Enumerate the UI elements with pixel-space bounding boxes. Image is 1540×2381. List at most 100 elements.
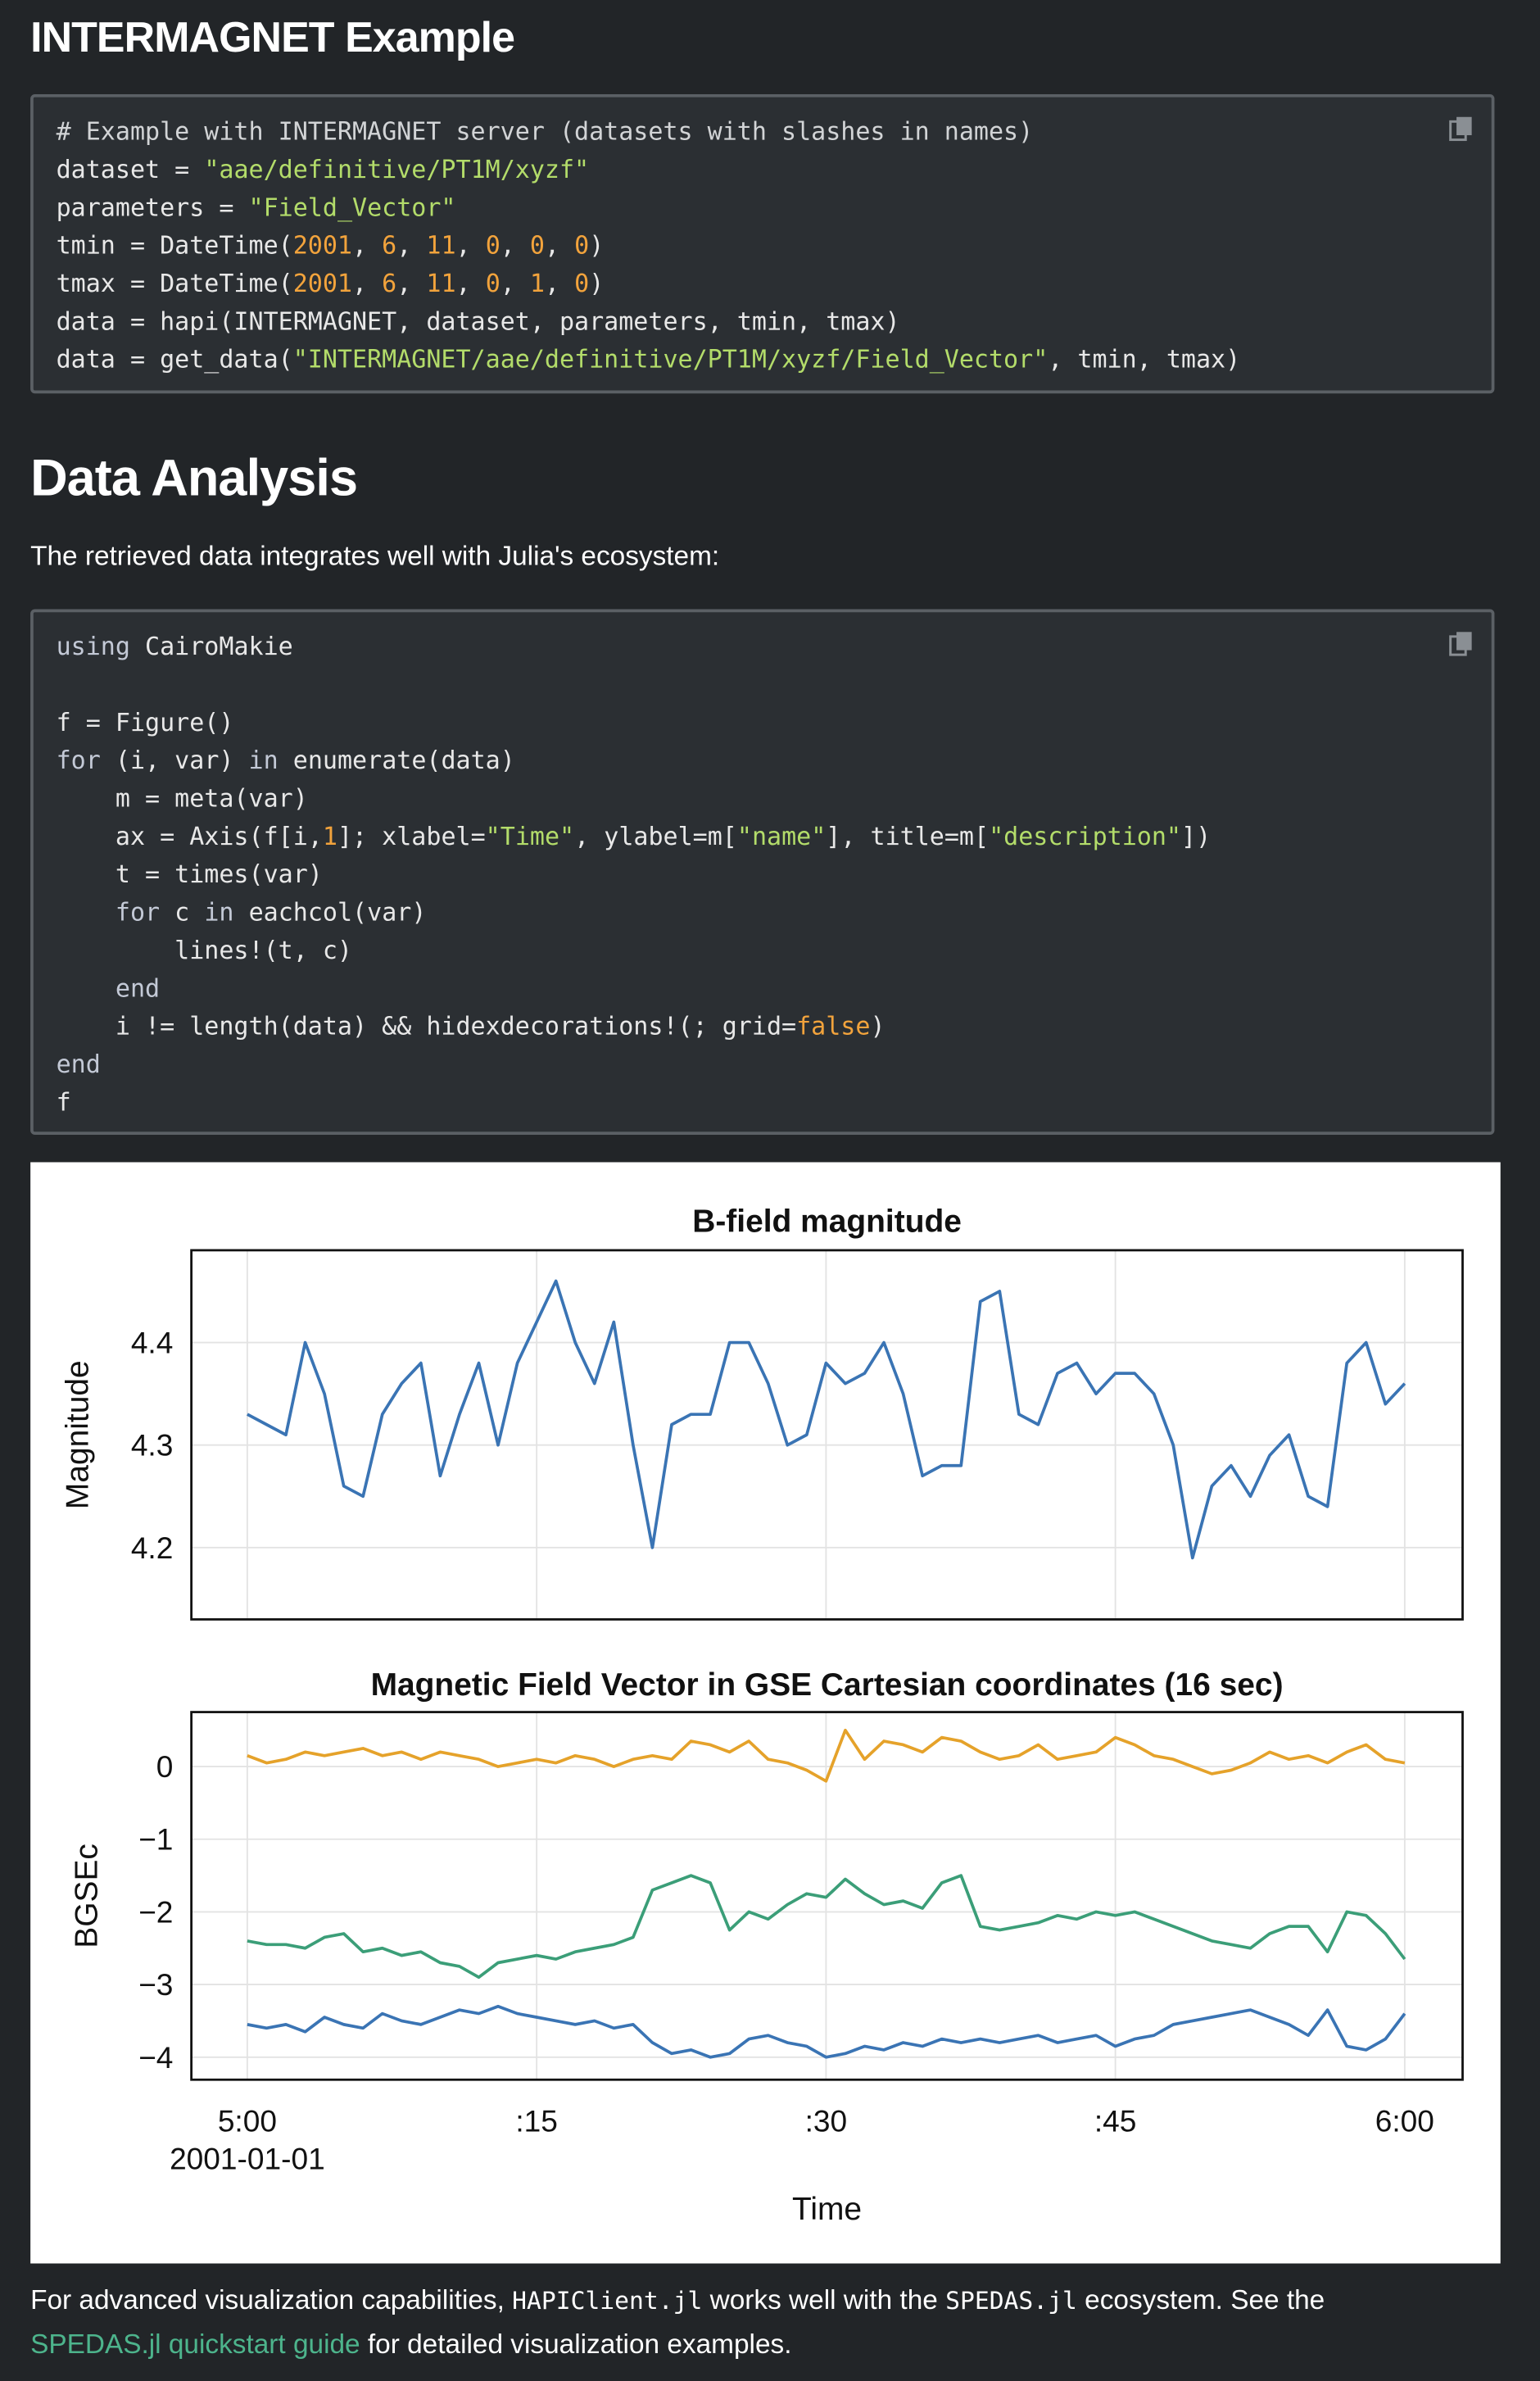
code-line: using CairoMakie (57, 628, 293, 665)
paragraph: The retrieved data integrates well with … (30, 541, 720, 572)
x-date-label: 2001-01-01 (170, 2142, 325, 2176)
chart-title: B-field magnitude (692, 1204, 962, 1240)
code-line: tmin = DateTime(2001, 6, 11, 0, 0, 0) (57, 226, 605, 264)
code-line: data = get_data("INTERMAGNET/aae/definit… (57, 340, 1241, 378)
y-tick-label: 0 (156, 1749, 174, 1784)
code-token: ) (589, 230, 605, 261)
copy-icon[interactable] (1449, 116, 1474, 143)
x-tick-label: 5:00 (218, 2103, 277, 2138)
code-line: f (57, 1083, 71, 1121)
code-token: 0 (574, 269, 590, 298)
code-line: for c in eachcol(var) (57, 893, 427, 931)
text: For advanced visualization capabilities, (30, 2284, 513, 2315)
code-token: dataset = (56, 155, 205, 184)
code-token: ax = Axis(f[i, (56, 822, 323, 851)
code-token: , (545, 269, 575, 298)
figure: 4.2 4.3 4.4 B-field magnitude Magnitude 0 −1 −2… (30, 1162, 1501, 2264)
code-token (57, 898, 116, 927)
code-token (57, 973, 116, 1002)
code-token: tmax = DateTime( (56, 269, 293, 298)
code-token: (i, var) (100, 746, 249, 775)
code-token: data = get_data( (56, 344, 293, 374)
code-token: , (455, 230, 486, 261)
link[interactable]: SPEDAS.jl quickstart guide (30, 2329, 360, 2360)
y-tick-label: −3 (138, 1967, 173, 2002)
code-token: ) (589, 269, 605, 298)
code-token: eachcol(var) (233, 897, 427, 927)
x-tick-label: :15 (515, 2103, 558, 2138)
data-line (247, 1874, 1406, 1980)
code-token: false (796, 1011, 871, 1041)
code-token: 0 (574, 230, 590, 261)
code-token: , (500, 269, 530, 298)
code-line: tmax = DateTime(2001, 6, 11, 0, 1, 0) (57, 265, 605, 302)
code-token: tmin = DateTime( (56, 230, 293, 261)
x-tick-label: 6:00 (1375, 2103, 1434, 2138)
data-line (247, 1728, 1406, 1783)
code-token: ], title=m[ (826, 822, 990, 851)
y-axis-label: Magnitude (61, 1360, 96, 1509)
code-token: 1 (529, 269, 546, 298)
x-tick-label: :30 (805, 2103, 848, 2138)
code-token: , (500, 230, 530, 261)
code-token: ) (870, 1011, 886, 1041)
y-tick-label: 4.4 (131, 1326, 174, 1360)
code-token: m = meta(var) (56, 783, 308, 813)
code-token: c (160, 897, 205, 927)
code-token: f (56, 1087, 71, 1117)
code-token: 6 (382, 230, 397, 261)
code-token: for (56, 746, 101, 775)
code-line: lines!(t, c) (57, 932, 352, 969)
plot-frame (190, 1711, 1464, 2081)
code-token: "Time" (485, 822, 575, 851)
code-line: i != length(data) && hidexdecorations!(;… (57, 1007, 886, 1045)
code-token: data = hapi(INTERMAGNET, dataset, parame… (56, 306, 900, 336)
code-token: ]) (1180, 822, 1212, 851)
code-token: "INTERMAGNET/aae/definitive/PT1M/xyzf/Fi… (292, 344, 1049, 374)
code-token: , tmin, tmax) (1048, 344, 1241, 374)
copy-icon[interactable] (1449, 630, 1474, 657)
code-token: "name" (736, 822, 827, 851)
code-token: 0 (529, 230, 546, 261)
code-line: # Example with INTERMAGNET server (datas… (57, 112, 1034, 150)
code-token: CairoMakie (129, 632, 293, 661)
code-line: for (i, var) in enumerate(data) (57, 742, 515, 779)
code-block: # Example with INTERMAGNET server (datas… (30, 93, 1495, 394)
code-token: end (115, 973, 161, 1003)
code-token: , (396, 230, 427, 261)
code-token: parameters = (56, 193, 249, 222)
heading: Data Analysis (30, 449, 358, 508)
inline-code: SPEDAS.jl (945, 2286, 1077, 2315)
code-token: i != length(data) && hidexdecorations!(;… (56, 1011, 797, 1041)
code-line: dataset = "aae/definitive/PT1M/xyzf" (57, 151, 590, 188)
code-token: in (248, 746, 279, 775)
x-tick-label: :45 (1094, 2103, 1137, 2138)
code-token: t = times(var) (56, 859, 323, 889)
code-token: 0 (485, 230, 500, 261)
code-token: 2001 (292, 269, 353, 298)
text: for detailed visualization examples. (360, 2329, 792, 2360)
code-line: parameters = "Field_Vector" (57, 188, 456, 226)
code-token: "aae/definitive/PT1M/xyzf" (204, 155, 590, 184)
code-token: in (204, 897, 234, 927)
y-tick-label: −1 (138, 1822, 173, 1857)
plot-frame (190, 1249, 1464, 1621)
code-token: 11 (426, 230, 456, 261)
code-token: using (56, 632, 130, 661)
y-tick-label: −4 (138, 2040, 173, 2075)
heading: INTERMAGNET Example (30, 13, 515, 61)
code-token: , (455, 269, 486, 298)
code-line: data = hapi(INTERMAGNET, dataset, parame… (57, 302, 900, 340)
data-line (247, 2004, 1406, 2059)
y-tick-label: −2 (138, 1894, 173, 1929)
code-line: f = Figure() (57, 703, 234, 741)
data-line (247, 1279, 1406, 1560)
code-token: for (115, 897, 161, 927)
code-line: end (57, 969, 161, 1007)
code-token: , (352, 269, 383, 298)
code-token: "description" (989, 822, 1181, 851)
code-token: , (396, 269, 427, 298)
y-tick-label: 4.3 (131, 1428, 174, 1463)
